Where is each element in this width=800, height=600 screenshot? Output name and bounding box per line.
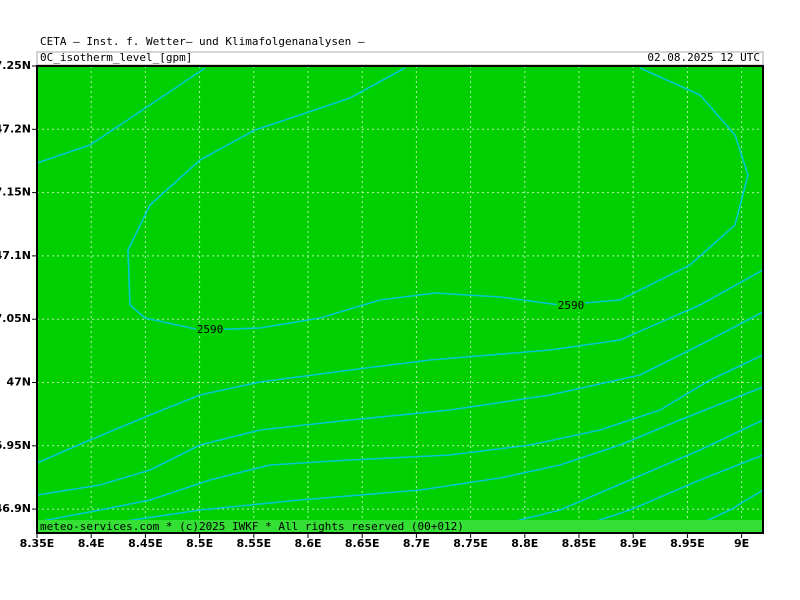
contour [36, 386, 764, 534]
x-tick-label: 8.6E [294, 537, 321, 550]
y-tick-label: 47.25N [0, 59, 31, 72]
contour [36, 269, 764, 464]
x-tick-label: 8.8E [511, 537, 538, 550]
field-name: 0C_isotherm_level_[gpm] [40, 51, 192, 64]
contour [36, 354, 764, 523]
y-tick-label: 47.05N [0, 312, 31, 325]
x-tick-label: 8.75E [453, 537, 488, 550]
y-tick-label: 47.1N [0, 249, 31, 262]
title: CETA – Inst. f. Wetter– und Klimafolgena… [40, 35, 365, 48]
contour-label: 2590 [197, 323, 224, 336]
x-tick-label: 8.5E [186, 537, 213, 550]
footer-band [37, 520, 763, 533]
x-tick-label: 8.55E [236, 537, 271, 550]
ticks: 8.35E 8.4E 8.45E 8.5E 8.55E 8.6E 8.65E 8.7E 8.75… [0, 59, 749, 550]
footer: meteo-services.com * (c)2025 IWKF * All … [40, 520, 464, 533]
x-tick-label: 8.4E [78, 537, 105, 550]
y-tick-label: 46.9N [0, 502, 31, 515]
x-tick-label: 8.35E [20, 537, 55, 550]
map-area [37, 66, 763, 533]
contours [36, 67, 764, 534]
map-frame [36, 65, 764, 534]
x-tick-label: 8.7E [403, 537, 430, 550]
contour-label: 2590 [558, 299, 585, 312]
valid-time: 02.08.2025 12 UTC [647, 51, 760, 64]
x-tick-label: 9E [734, 537, 749, 550]
y-tick-label: 47.15N [0, 186, 31, 199]
x-tick-label: 8.65E [345, 537, 380, 550]
label-bg [557, 300, 585, 312]
x-tick-label: 8.45E [128, 537, 163, 550]
x-tick-label: 8.9E [620, 537, 647, 550]
contour [36, 67, 206, 164]
label-bg [196, 324, 224, 336]
x-tick-label: 8.85E [562, 537, 597, 550]
y-tick-label: 46.95N [0, 439, 31, 452]
contour [127, 67, 749, 331]
x-tick-label: 8.95E [670, 537, 705, 550]
y-tick-label: 47.2N [0, 122, 31, 135]
y-tick-label: 47N [6, 376, 31, 389]
contour [36, 311, 764, 496]
grid [37, 66, 763, 533]
